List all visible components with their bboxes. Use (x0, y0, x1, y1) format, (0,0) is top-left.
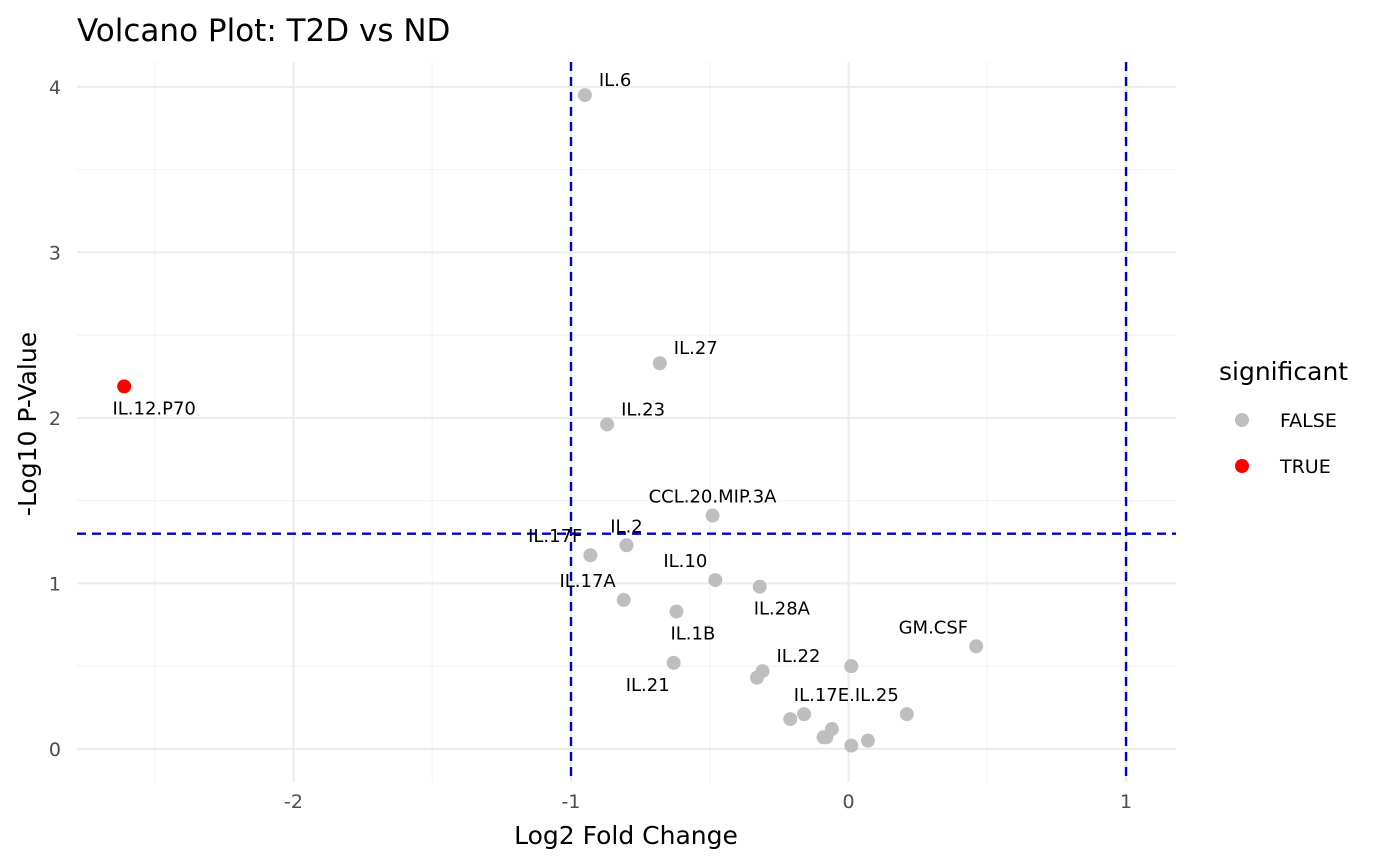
threshold-lines (77, 62, 1176, 782)
x-axis-title: Log2 Fold Change (514, 821, 738, 850)
point-label: IL.27 (674, 338, 718, 359)
point-label: IL.23 (621, 399, 665, 420)
data-point (583, 548, 598, 563)
point-label: IL.10 (663, 551, 707, 572)
legend: significant FALSE TRUE (1219, 357, 1348, 478)
point-label: IL.22 (776, 646, 820, 667)
legend-label-true: TRUE (1279, 456, 1331, 478)
x-tick-label: -2 (284, 791, 303, 813)
y-tick-label: 2 (49, 408, 61, 430)
data-points (117, 88, 984, 753)
point-label: GM.CSF (899, 617, 969, 638)
chart-title: Volcano Plot: T2D vs ND (77, 13, 450, 49)
data-point (652, 356, 667, 371)
data-point (600, 417, 615, 432)
legend-title: significant (1219, 357, 1348, 386)
data-point (969, 639, 984, 654)
point-label: CCL.20.MIP.3A (649, 487, 778, 508)
data-point (577, 88, 592, 103)
data-point (899, 707, 914, 722)
y-axis-title: -Log10 P-Value (13, 332, 42, 516)
data-point (705, 508, 720, 523)
point-label: IL.1B (670, 624, 715, 645)
point-label: IL.6 (599, 70, 632, 91)
data-point (844, 659, 859, 674)
data-point (844, 738, 859, 753)
y-tick-label: 1 (49, 573, 61, 595)
data-point (783, 712, 798, 727)
x-tick-label: 1 (1120, 791, 1132, 813)
data-point (819, 730, 834, 745)
data-point (797, 707, 812, 722)
data-point (616, 592, 631, 607)
y-tick-label: 0 (49, 739, 61, 761)
legend-swatch-true (1235, 459, 1249, 473)
data-point (117, 379, 132, 394)
legend-label-false: FALSE (1280, 410, 1337, 432)
y-tick-label: 4 (49, 77, 61, 99)
point-label: IL.17F (528, 526, 582, 547)
point-label: IL.17A (559, 571, 616, 592)
data-point (708, 573, 723, 588)
legend-swatch-false (1235, 413, 1249, 427)
x-tick-label: 0 (842, 791, 854, 813)
point-labels: IL.12.P70 IL.6 IL.27 IL.23 CCL.20.MIP.3A IL.2… (112, 70, 968, 706)
point-label: IL.28A (754, 599, 811, 620)
data-point (619, 538, 634, 553)
data-point (752, 579, 767, 594)
y-tick-label: 3 (49, 242, 61, 264)
data-point (666, 655, 681, 670)
point-label: IL.12.P70 (112, 398, 195, 419)
tick-labels: -2 -1 0 1 0 1 2 3 4 (49, 77, 1132, 813)
point-label: IL.21 (626, 675, 670, 696)
x-tick-label: -1 (562, 791, 581, 813)
point-label: IL.17E.IL.25 (794, 685, 899, 706)
data-point (860, 733, 875, 748)
point-label: IL.2 (610, 516, 643, 537)
data-point (669, 604, 684, 619)
data-point (749, 670, 764, 685)
